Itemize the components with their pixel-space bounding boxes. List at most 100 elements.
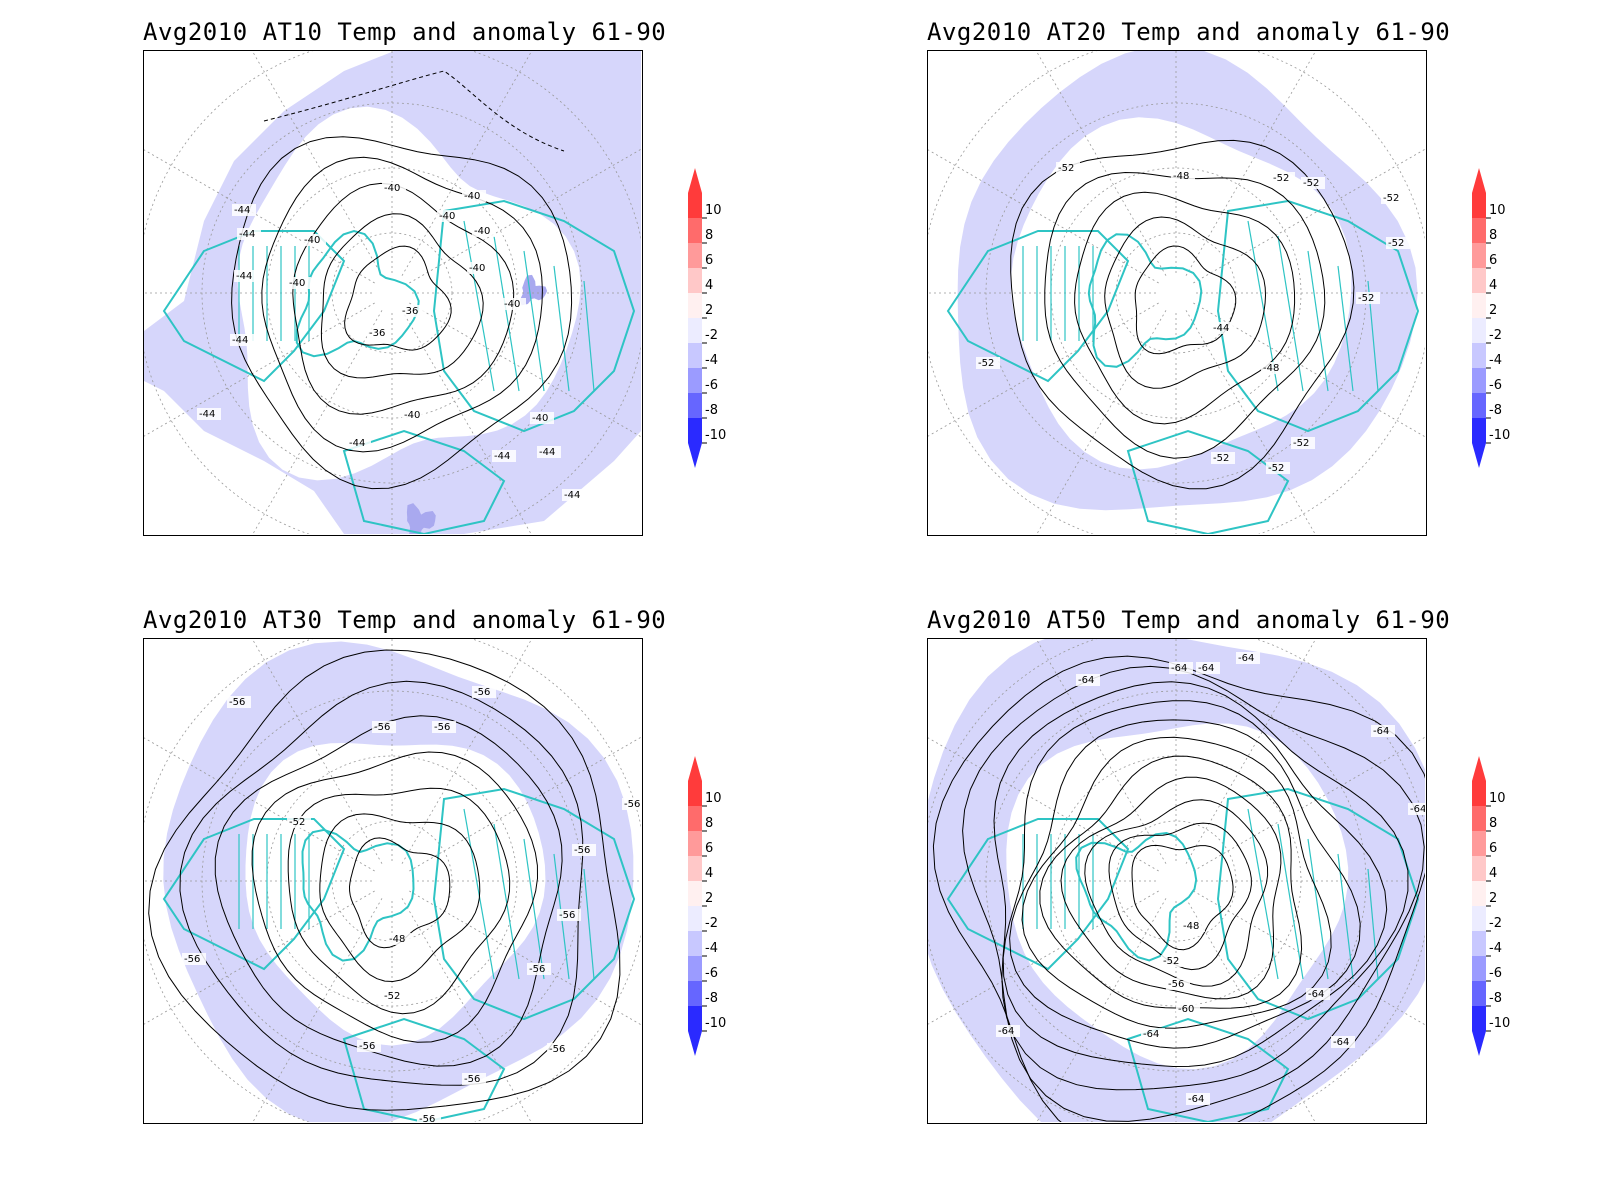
colorbar-swatch: [688, 881, 702, 906]
contour-label: -48: [1263, 363, 1279, 374]
contour-label-bg: [1301, 177, 1325, 189]
border-line: [1277, 823, 1304, 980]
contour-label-bg: [287, 816, 311, 828]
contour-label-bg: [472, 686, 496, 698]
contour-label-bg: [572, 844, 596, 856]
contour-label-bg: [1261, 362, 1285, 374]
contour-label: -40: [439, 211, 455, 222]
colorbar-swatch: [1472, 981, 1486, 1006]
meridian-line: [251, 639, 383, 864]
contour-label-bg: [1371, 725, 1395, 737]
contour-label-bg: [462, 190, 486, 202]
meridian-line: [1193, 890, 1425, 1026]
colorbar-label: -2: [705, 328, 718, 343]
panel-at20: Avg2010 AT20 Temp and anomaly 61-90 -52 -…: [927, 18, 1600, 578]
coastline-north-america: [946, 230, 1130, 383]
contour-label: -44: [234, 205, 250, 216]
colorbar-label: -10: [705, 428, 726, 443]
colorbar-swatch: [688, 981, 702, 1006]
contour-label: -52: [1358, 293, 1374, 304]
map-svg: -52 -52 -52 -52 -48 -52 -52 -44 -48 -52 -52 -52 -52: [928, 51, 1425, 534]
map-svg: -64-64 -64-64-64-64-48-52-56-60-64-64-64-…: [928, 639, 1425, 1122]
contour-label-bg: [1166, 978, 1190, 990]
contour-label: -44: [199, 409, 215, 420]
panel-at30: Avg2010 AT30 Temp and anomaly 61-90 -56-…: [143, 606, 903, 1166]
colorbar-swatch: [688, 193, 702, 218]
contour-label: -52: [384, 991, 400, 1002]
panel-at10: Avg2010 AT10 Temp and anomaly 61-90 -44-…: [143, 18, 903, 578]
coastline-greenland: [301, 828, 415, 962]
contour-label: -44: [539, 447, 555, 458]
meridian-line: [928, 302, 1159, 437]
contour-label-bg: [400, 305, 424, 317]
contour-label: -56: [434, 722, 450, 733]
colorbar-swatch: [1472, 906, 1486, 931]
colorbar-swatch: [1472, 343, 1486, 368]
contour-label: -52: [1213, 453, 1229, 464]
anomaly-fill: [144, 51, 641, 534]
contour-label: -44: [494, 451, 510, 462]
meridian-line: [144, 302, 375, 437]
colorbar-swatch: [1472, 856, 1486, 881]
contour-label: -52: [1268, 463, 1284, 474]
contour-label-bg: [502, 298, 526, 310]
colorbar-swatch: [1472, 1006, 1486, 1031]
colorbar-swatch: [688, 931, 702, 956]
colorbar-swatch: [688, 218, 702, 243]
contour-label-bg: [234, 270, 258, 282]
colorbar-label: -4: [1489, 941, 1502, 956]
contour-label: -44: [236, 271, 252, 282]
contour-line: [251, 751, 539, 1043]
colorbar-label: 4: [705, 866, 713, 881]
contour-label: -36: [369, 328, 385, 339]
contour-label-bg: [347, 437, 371, 449]
contour-label: -52: [978, 358, 994, 369]
contour-label-bg: [197, 408, 221, 420]
contour-line: [348, 837, 451, 949]
colorbar-swatch: [1472, 193, 1486, 218]
contour-label: -56: [419, 1114, 435, 1122]
contour-label-bg: [557, 909, 581, 921]
contour-label: -48: [389, 934, 405, 945]
border-line: [1307, 838, 1329, 980]
contour-label: -40: [464, 191, 480, 202]
colorbar-label: 8: [705, 228, 713, 243]
colorbar-swatch: [688, 243, 702, 268]
contour-label: -56: [464, 1074, 480, 1085]
contour-label-bg: [462, 1073, 486, 1085]
polar-map: -44 -44 -44 -40 -40 -40 -40 -40 -40 -36 -36 -40 -40-…: [143, 50, 643, 536]
contour-label: -52: [1163, 956, 1179, 967]
country-borders: [238, 220, 595, 392]
contour-line: [1039, 755, 1303, 1009]
contour-label-bg: [1141, 1028, 1165, 1040]
colorbar-bottom-arrow: [688, 443, 702, 468]
polar-map: -52 -52 -52 -52 -48 -52 -52 -44 -48 -52 -52 -52 -52: [927, 50, 1427, 536]
colorbar-label: 10: [1489, 791, 1506, 806]
colorbar-swatch: [688, 781, 702, 806]
contour-label-bg: [1076, 674, 1100, 686]
meridian-line: [1036, 898, 1167, 1122]
polar-map: -64 -64 -64 -64 -64 -64 -48 -52 -56 -60 -64 -64 -64-…: [927, 638, 1427, 1124]
contour-label-bg: [1306, 988, 1330, 1000]
anomaly-strong: [520, 274, 548, 306]
contour-label: -48: [1173, 171, 1189, 182]
contour-line: [962, 665, 1425, 1122]
colorbar-top-arrow: [688, 168, 702, 193]
coastline-greenland: [295, 229, 420, 358]
colorbar-label: 6: [1489, 841, 1497, 856]
colorbar-swatch: [688, 831, 702, 856]
contour-line: [1060, 776, 1282, 1000]
contour-label: -52: [1058, 163, 1074, 174]
panel-title: Avg2010 AT20 Temp and anomaly 61-90: [927, 18, 1451, 46]
coastline-greenland: [1087, 233, 1203, 368]
contour-label-bg: [1186, 1093, 1210, 1105]
colorbar-swatch: [1472, 318, 1486, 343]
contour-label: -52: [289, 817, 305, 828]
colorbar-label: -2: [1489, 916, 1502, 931]
meridian-line: [1035, 51, 1167, 276]
colorbar: 10 8 6 4 2 -2 -4 -6 -8 -10: [1472, 756, 1542, 1056]
colorbar-swatch: [1472, 268, 1486, 293]
contour-label: -48: [1183, 921, 1199, 932]
contour-label: -64: [1238, 653, 1254, 664]
colorbar-label: -6: [705, 966, 718, 981]
